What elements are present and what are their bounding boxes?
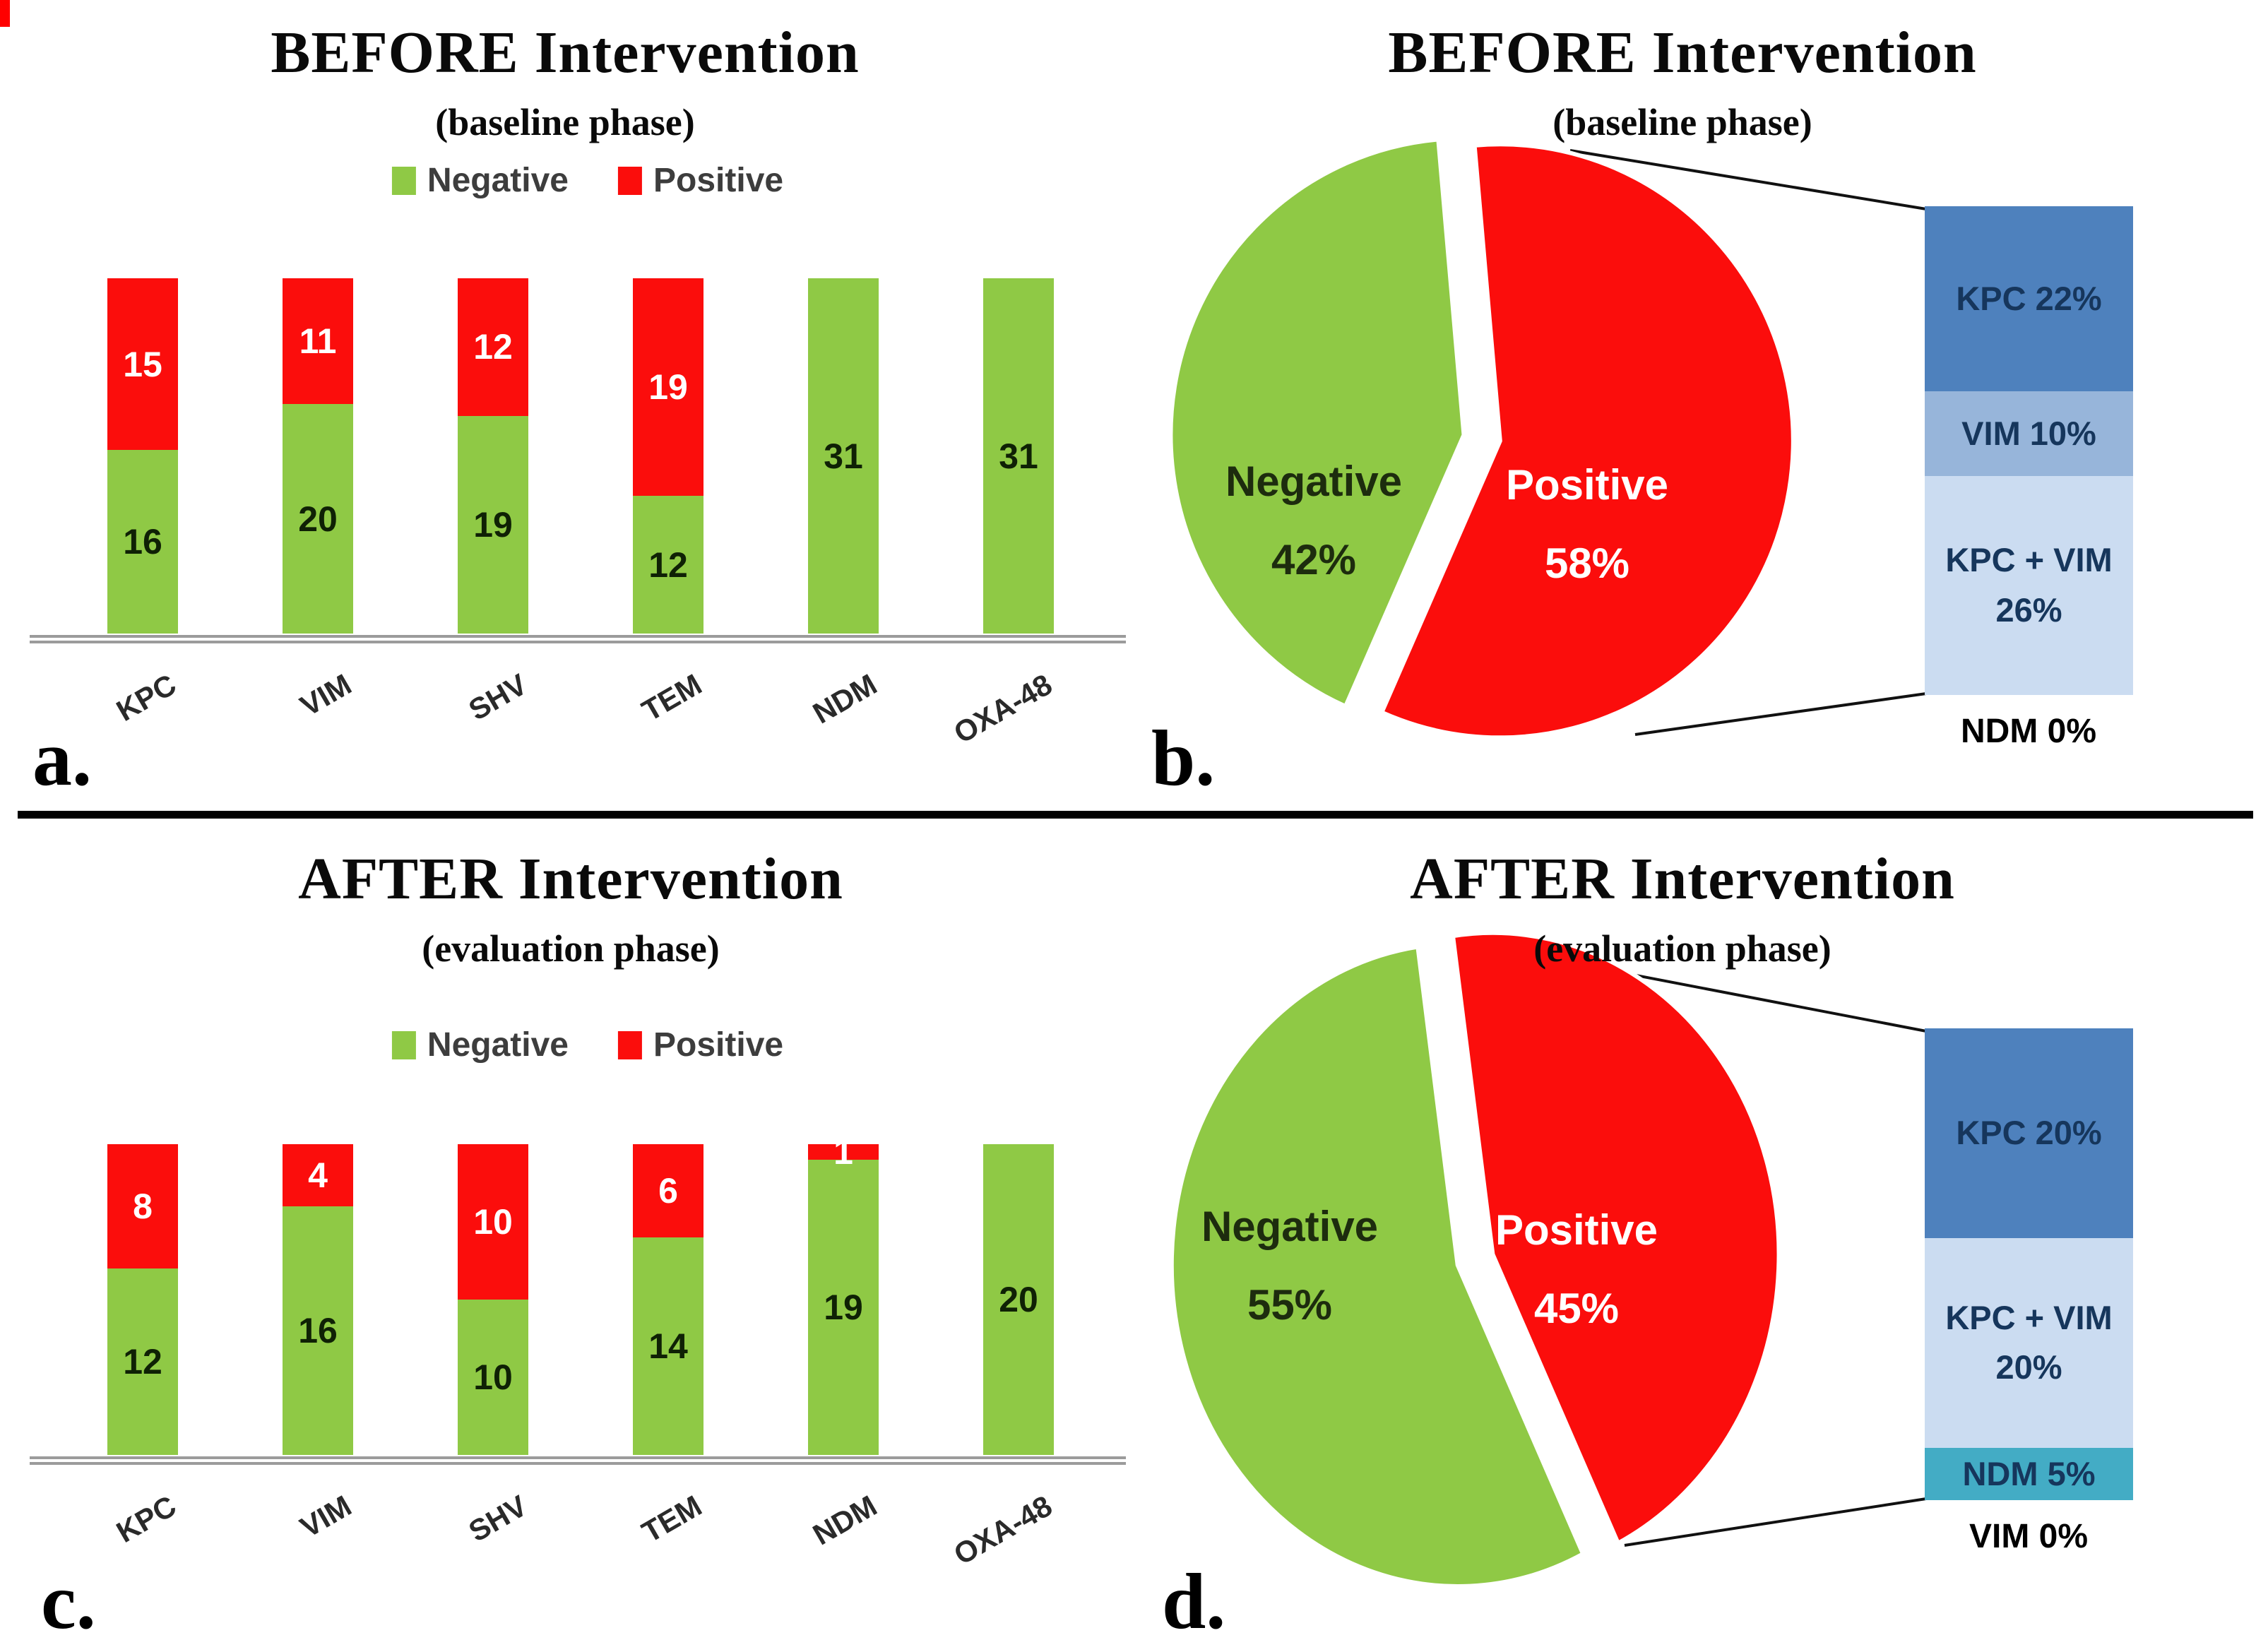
- pie-b-label-negative: Negative 42%: [1225, 458, 1403, 583]
- panel-d-title: AFTER Intervention: [1410, 846, 1955, 912]
- bar-a-KPC-positive: [107, 278, 178, 451]
- bar-c-VIM-negative: [283, 1206, 353, 1455]
- breakdown-d-KPC: KPC 20%: [1925, 1028, 2133, 1238]
- pie-b-slice-negative: [1168, 137, 1466, 709]
- value-label-negative-SHV: 10: [473, 1357, 513, 1397]
- value-label-positive-VIM: 4: [308, 1155, 328, 1195]
- panel-c-title: AFTER Intervention: [298, 846, 843, 912]
- bar-c-SHV-negative: [458, 1300, 528, 1455]
- pie-b-slice-positive: [1379, 142, 1795, 740]
- bar-a-SHV-negative: [458, 415, 528, 634]
- value-label-negative-OXA-48: 31: [999, 436, 1038, 476]
- value-label-negative-VIM: 16: [298, 1311, 338, 1350]
- value-label-negative-NDM: 19: [824, 1288, 863, 1327]
- panel-a-letter: a.: [32, 715, 92, 802]
- bar-a-TEM-positive: [633, 278, 703, 497]
- legend-swatch-negative: [391, 166, 416, 195]
- legend-label-positive: Positive: [653, 162, 784, 199]
- value-label-positive-KPC: 15: [123, 344, 162, 384]
- breakdown-d-KPC + VIM: KPC + VIM 20%: [1925, 1237, 2133, 1448]
- breakdown-b-KPC + VIM: KPC + VIM 26%: [1925, 475, 2133, 695]
- panel-c-axis-line: [30, 1462, 1126, 1465]
- panel-a-subtitle: (baseline phase): [435, 101, 695, 143]
- panel-a-title: BEFORE Intervention: [271, 20, 860, 85]
- panel-c-letter: c.: [41, 1558, 96, 1646]
- callout-line-d-bottom: [1624, 1497, 1927, 1547]
- value-label-positive-NDM: 1: [833, 1132, 853, 1172]
- breakdown-d-NDM: NDM 5%: [1925, 1447, 2133, 1500]
- value-label-negative-TEM: 12: [648, 545, 688, 585]
- bar-a-VIM-positive: [283, 278, 353, 405]
- bar-c-NDM-positive: [808, 1144, 879, 1160]
- bar-a-NDM-negative: [808, 278, 879, 634]
- value-label-negative-KPC: 12: [123, 1342, 162, 1381]
- panel-a-axis-line: [30, 635, 1126, 638]
- bar-c-NDM-negative: [808, 1160, 879, 1455]
- value-label-positive-KPC: 8: [133, 1187, 153, 1226]
- bar-c-TEM-negative: [633, 1237, 703, 1455]
- legend-swatch-negative: [391, 1030, 416, 1059]
- panel-d-subtitle: (evaluation phase): [1533, 927, 1831, 970]
- pie-d-slice-positive: [1451, 930, 1781, 1545]
- panel-b-title: BEFORE Intervention: [1388, 20, 1977, 85]
- pie-d-label-negative: Negative 55%: [1201, 1203, 1379, 1329]
- bar-a-KPC-negative: [107, 450, 178, 634]
- bar-c-TEM-positive: [633, 1144, 703, 1237]
- value-label-negative-KPC: 16: [123, 522, 162, 562]
- legend-label-positive: Positive: [653, 1026, 784, 1064]
- panel-d-letter: d.: [1162, 1558, 1226, 1646]
- callout-line-b-top: [1569, 149, 1927, 210]
- breakdown-b-VIM: VIM 10%: [1925, 391, 2133, 476]
- legend-swatch-positive: [618, 1030, 643, 1059]
- bar-a-SHV-positive: [458, 278, 528, 416]
- bar-c-OXA-48-negative: [983, 1144, 1054, 1455]
- pie-d-slice-negative: [1169, 944, 1586, 1589]
- bar-c-SHV-positive: [458, 1144, 528, 1300]
- panel-a-axis-line: [30, 641, 1126, 643]
- value-label-negative-SHV: 19: [473, 504, 513, 545]
- legend-label-negative: Negative: [427, 162, 569, 199]
- panel-a-legend: Negative Positive: [391, 161, 784, 200]
- panel-b-letter: b.: [1151, 715, 1216, 802]
- breakdown-b-KPC: KPC 22%: [1925, 206, 2133, 392]
- breakdown-d-zero-label: VIM 0%: [1969, 1518, 2089, 1555]
- legend-label-negative: Negative: [427, 1026, 569, 1064]
- value-label-positive-TEM: 19: [648, 367, 688, 408]
- value-label-positive-VIM: 11: [299, 321, 337, 362]
- legend-swatch-positive: [618, 166, 643, 195]
- callout-line-b-bottom: [1634, 692, 1927, 736]
- bar-c-VIM-positive: [283, 1144, 353, 1206]
- panel-c-subtitle: (evaluation phase): [422, 927, 720, 970]
- value-label-negative-NDM: 31: [824, 436, 863, 476]
- bar-a-TEM-negative: [633, 496, 703, 634]
- value-label-positive-SHV: 10: [473, 1202, 513, 1242]
- bar-c-KPC-positive: [107, 1144, 178, 1268]
- panel-c-legend: Negative Positive: [391, 1026, 784, 1064]
- panel-b-subtitle: (baseline phase): [1552, 101, 1812, 143]
- bar-a-OXA-48-negative: [983, 278, 1054, 634]
- value-label-negative-VIM: 20: [298, 499, 338, 539]
- value-label-negative-OXA-48: 20: [999, 1280, 1038, 1319]
- pie-d-label-positive: Positive 45%: [1495, 1206, 1658, 1332]
- bar-c-KPC-negative: [107, 1268, 178, 1455]
- value-label-positive-SHV: 12: [473, 327, 513, 367]
- panel-divider: [18, 811, 2253, 819]
- panel-c-axis-line: [30, 1456, 1126, 1459]
- value-label-negative-TEM: 14: [648, 1326, 688, 1366]
- pie-b-label-positive: Positive 58%: [1505, 461, 1669, 587]
- bar-a-VIM-negative: [283, 404, 353, 634]
- value-label-positive-TEM: 6: [658, 1171, 678, 1211]
- corner-artifact: [0, 0, 10, 27]
- breakdown-b-zero-label: NDM 0%: [1960, 713, 2097, 750]
